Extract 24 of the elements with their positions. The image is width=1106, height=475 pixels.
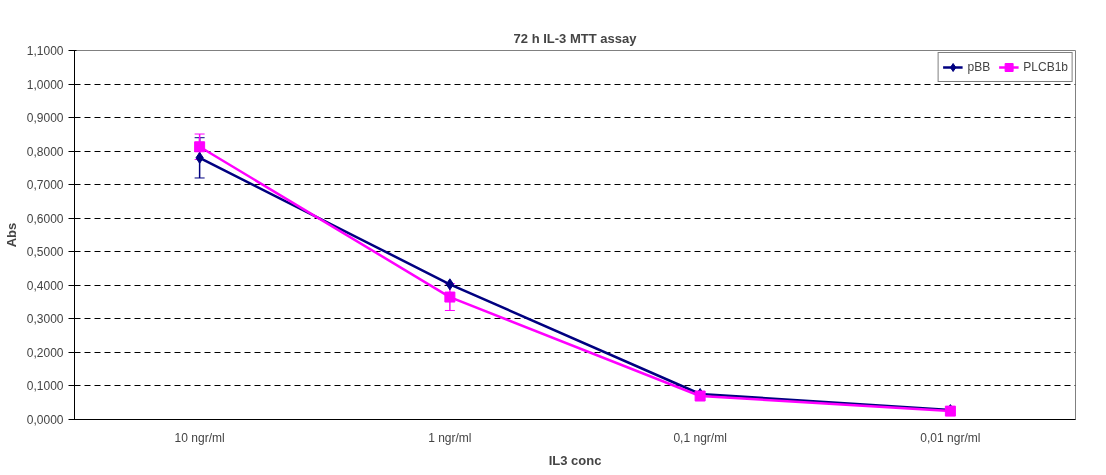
x-tick-label: 1 ngr/ml: [428, 430, 472, 445]
legend-label: pBB: [967, 60, 991, 74]
legend-label: PLCB1b: [1023, 60, 1068, 74]
point: [194, 141, 206, 153]
x-axis-title: IL3 conc: [548, 452, 602, 468]
x-tick-label: 0,01 ngr/ml: [920, 430, 981, 445]
y-tick-label: 0,4000: [26, 278, 64, 293]
y-tick-label: 1,0000: [26, 77, 64, 92]
y-tick-label: 0,6000: [26, 211, 64, 226]
x-tick-label: 0,1 ngr/ml: [673, 430, 727, 445]
y-tick-label: 0,5000: [26, 245, 64, 260]
x-tick-label: 10 ngr/ml: [174, 430, 225, 445]
y-tick-label: 0,2000: [26, 345, 64, 360]
point: [444, 291, 456, 303]
y-axis-title: Abs: [3, 222, 19, 248]
y-tick-label: 0,9000: [26, 111, 64, 126]
y-tick-label: 0,7000: [26, 178, 64, 193]
y-tick-label: 0,0000: [26, 413, 64, 427]
y-tick-label: 1,1000: [26, 44, 64, 58]
y-tick-label: 0,1000: [26, 379, 64, 394]
y-tick-label: 0,3000: [26, 312, 64, 327]
point: [445, 278, 455, 291]
y-tick-label: 0,8000: [26, 144, 64, 159]
chart-title: 72 h IL-3 MTT assay: [513, 30, 638, 46]
